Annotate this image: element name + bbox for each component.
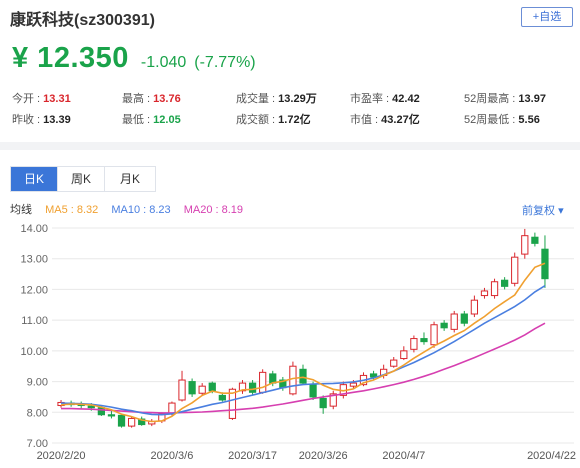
tab-daily-k[interactable]: 日K bbox=[11, 167, 58, 191]
ma5-legend: MA5 : 8.32 bbox=[45, 204, 99, 216]
candle-down bbox=[440, 322, 448, 329]
x-tick-label: 2020/3/26 bbox=[299, 450, 348, 462]
price-change-percent: (-7.77%) bbox=[194, 54, 256, 71]
candle-down bbox=[420, 338, 428, 343]
stat-high-52w: 52周最高 : 13.97 bbox=[464, 93, 546, 105]
ma10-legend: MA10 : 8.23 bbox=[111, 204, 171, 216]
price-change: -1.040 bbox=[140, 54, 187, 71]
candle-down bbox=[87, 405, 95, 409]
candle-down bbox=[369, 373, 378, 378]
y-tick-label: 7.00 bbox=[27, 438, 48, 450]
y-tick-label: 9.00 bbox=[27, 377, 48, 389]
ma10-line bbox=[60, 285, 546, 416]
candle-down bbox=[248, 382, 257, 393]
add-watchlist-button[interactable]: +自选 bbox=[521, 7, 573, 27]
y-tick-label: 13.00 bbox=[20, 254, 48, 266]
candle-up bbox=[228, 388, 237, 419]
current-price: ¥ 12.350 bbox=[12, 42, 129, 74]
candle-up bbox=[329, 393, 337, 407]
candle-down bbox=[97, 407, 105, 416]
stat-pe: 市盈率 : 42.42 bbox=[350, 93, 420, 105]
candle-up bbox=[480, 290, 489, 297]
ma5-line bbox=[60, 262, 546, 423]
stat-low: 最低 : 12.05 bbox=[122, 114, 181, 126]
candle-up bbox=[178, 379, 186, 401]
candle-up bbox=[259, 371, 267, 393]
candle-up bbox=[430, 324, 438, 346]
adjust-label: 前复权 bbox=[522, 205, 555, 217]
ma-legend-title: 均线 bbox=[10, 204, 32, 216]
candle-up bbox=[521, 235, 529, 255]
candle-up bbox=[410, 338, 418, 350]
candle-down bbox=[208, 382, 216, 392]
y-tick-label: 10.00 bbox=[20, 346, 48, 358]
candle-down bbox=[218, 394, 226, 401]
candle-up bbox=[400, 350, 408, 360]
stat-low-52w: 52周最低 : 5.56 bbox=[464, 114, 540, 126]
candle-up bbox=[127, 417, 136, 427]
stat-turnover: 成交额 : 1.72亿 bbox=[236, 114, 311, 126]
kline-period-tabs: 日K 周K 月K bbox=[10, 166, 156, 192]
candle-down bbox=[299, 368, 307, 384]
caret-down-icon: ▾ bbox=[558, 205, 564, 217]
quote-stats: 今开 : 13.31 最高 : 13.76 成交量 : 13.29万 市盈率 :… bbox=[12, 90, 578, 132]
candle-down bbox=[117, 414, 126, 427]
candle-up bbox=[450, 313, 458, 330]
candle-down bbox=[107, 414, 116, 417]
y-tick-label: 12.00 bbox=[20, 284, 48, 296]
candle-down bbox=[188, 381, 196, 395]
candle-down bbox=[319, 397, 327, 409]
x-tick-label: 2020/3/6 bbox=[151, 450, 194, 462]
stats-row-1: 今开 : 13.31 最高 : 13.76 成交量 : 13.29万 市盈率 :… bbox=[12, 90, 578, 111]
candle-up bbox=[511, 256, 519, 284]
stat-volume: 成交量 : 13.29万 bbox=[236, 93, 317, 105]
candle-down bbox=[501, 279, 509, 287]
candle-down bbox=[309, 384, 317, 398]
x-tick-label: 2020/2/20 bbox=[37, 450, 86, 462]
candle-up bbox=[349, 382, 358, 387]
stat-open: 今开 : 13.31 bbox=[12, 93, 71, 105]
candle-up bbox=[289, 365, 297, 395]
y-tick-label: 11.00 bbox=[21, 315, 48, 327]
y-tick-label: 14.00 bbox=[20, 223, 48, 235]
stat-market-cap: 市值 : 43.27亿 bbox=[350, 114, 420, 126]
candle-up bbox=[390, 359, 398, 367]
candle-up bbox=[238, 382, 247, 392]
tab-monthly-k[interactable]: 月K bbox=[119, 172, 140, 186]
section-divider bbox=[0, 142, 580, 150]
stat-prev-close: 昨收 : 13.39 bbox=[12, 114, 71, 126]
x-tick-label: 2020/3/17 bbox=[228, 450, 277, 462]
candle-down bbox=[531, 236, 539, 244]
adjust-dropdown[interactable]: 前复权 ▾ bbox=[522, 202, 564, 218]
ma-legend: 均线 MA5 : 8.32 MA10 : 8.23 MA20 : 8.19 bbox=[10, 201, 253, 217]
candle-up bbox=[470, 299, 479, 315]
candle-down bbox=[460, 313, 468, 324]
x-tick-label: 2020/4/7 bbox=[382, 450, 425, 462]
stat-high: 最高 : 13.76 bbox=[122, 93, 181, 105]
candle-down bbox=[138, 418, 146, 426]
candle-up bbox=[198, 385, 206, 394]
ma20-legend: MA20 : 8.19 bbox=[183, 204, 244, 216]
stats-row-2: 昨收 : 13.39 最低 : 12.05 成交额 : 1.72亿 市值 : 4… bbox=[12, 111, 578, 132]
tab-weekly-k[interactable]: 周K bbox=[58, 167, 105, 191]
kline-chart[interactable]: 14.0013.0012.0011.0010.009.008.007.00202… bbox=[0, 214, 580, 468]
candle-up bbox=[490, 281, 499, 297]
stock-title: 康跃科技(sz300391) bbox=[10, 12, 155, 29]
x-tick-label: 2020/4/22 bbox=[527, 450, 576, 462]
y-tick-label: 8.00 bbox=[27, 407, 48, 419]
price-row: ¥ 12.350 -1.040 (-7.77%) bbox=[12, 42, 256, 76]
